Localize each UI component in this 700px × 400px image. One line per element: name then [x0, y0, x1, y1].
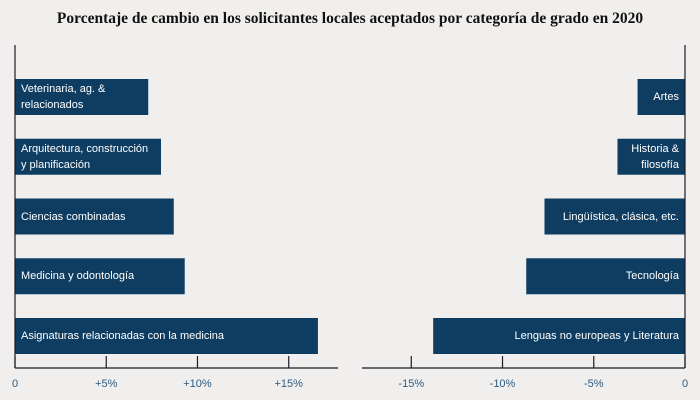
- x-tick-label: -5%: [583, 378, 604, 390]
- x-tick-label: 0: [11, 378, 19, 390]
- bar-label: Arquitectura, construcción y planificaci…: [21, 142, 149, 171]
- bar: [526, 258, 685, 295]
- bar: [433, 318, 685, 354]
- bar-label: Lenguas no europeas y Literatura: [514, 330, 679, 342]
- bar: [544, 198, 685, 235]
- bar: [15, 318, 318, 354]
- bar-label: Veterinaria, ag. & relacionados: [21, 83, 106, 111]
- bar-label: Lingüística, clásica, etc.: [562, 210, 679, 223]
- x-tick-label: +15%: [274, 378, 303, 390]
- x-tick-label: -10%: [489, 378, 516, 390]
- bar-label: Asignaturas relacionadas con la medicina: [21, 330, 225, 342]
- bar: [15, 198, 174, 235]
- bar: [637, 79, 685, 115]
- x-tick-label: +10%: [183, 378, 212, 390]
- bar-label: Ciencias combinadas: [21, 210, 126, 223]
- x-tick-label: +5%: [95, 378, 118, 390]
- bar-label: Artes: [653, 91, 679, 103]
- bar: [617, 138, 685, 175]
- bar-label: Historia & filosofía: [631, 142, 679, 171]
- chart-title: Porcentaje de cambio en los solicitantes…: [56, 10, 644, 27]
- bar-label: Tecnología: [625, 270, 679, 283]
- x-tick-label: 0: [681, 378, 689, 390]
- bar: [15, 79, 149, 115]
- bar: [15, 258, 185, 295]
- bar-label: Medicina y odontología: [21, 270, 135, 283]
- x-tick-label: -15%: [398, 378, 425, 390]
- bar: [15, 138, 161, 175]
